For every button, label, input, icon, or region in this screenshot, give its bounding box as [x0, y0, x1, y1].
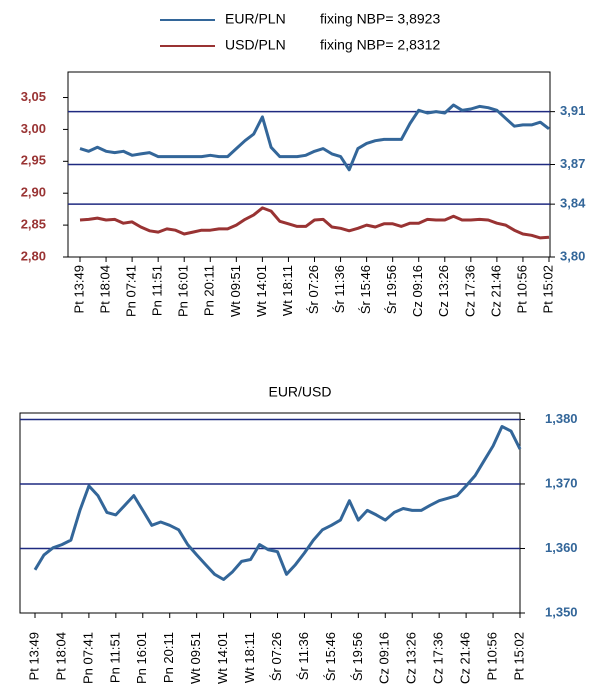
y-tick-label: 2,85 — [21, 217, 46, 232]
x-tick-label: Cz 09:16 — [377, 632, 392, 684]
y-tick-label: 3,05 — [21, 89, 46, 104]
x-tick-label: Pt 10:56 — [484, 632, 499, 680]
x-tick-label: Pt 10:56 — [514, 265, 529, 313]
x-tick-label: Śr 07:26 — [306, 265, 321, 314]
x-tick-label: Cz 17:36 — [431, 632, 446, 684]
series-line — [79, 206, 550, 240]
x-tick-label: Pt 18:04 — [97, 265, 112, 313]
x-tick-label: Wt 14:01 — [215, 632, 230, 684]
x-tick-label: Cz 09:16 — [410, 265, 425, 317]
x-tick-label: Wt 14:01 — [254, 265, 269, 317]
y-tick-label: 2,80 — [21, 248, 46, 263]
x-tick-label: Pt 13:49 — [26, 632, 41, 680]
y2-tick-label: 1,380 — [545, 411, 578, 426]
legend-fixing: fixing NBP= 2,8312 — [320, 37, 440, 53]
x-tick-label: Cz 13:26 — [404, 632, 419, 684]
y2-tick-label: 1,360 — [545, 540, 578, 555]
x-tick-label: Cz 21:46 — [488, 265, 503, 317]
legend-fixing: fixing NBP= 3,8923 — [320, 11, 440, 27]
x-tick-label: Wt 09:51 — [228, 265, 243, 317]
series-line — [33, 425, 522, 581]
x-tick-label: Śr 07:26 — [269, 632, 284, 681]
x-tick-label: Śr 11:36 — [296, 632, 311, 680]
series-line — [79, 103, 550, 172]
y2-tick-label: 3,80 — [560, 248, 585, 263]
y-tick-label: 2,95 — [21, 153, 46, 168]
chart-title: EUR/USD — [268, 384, 331, 400]
legend-label: USD/PLN — [225, 37, 286, 53]
y2-tick-label: 3,84 — [560, 196, 586, 211]
x-tick-label: Pn 07:41 — [124, 265, 139, 317]
x-tick-label: Pn 16:01 — [134, 632, 149, 684]
x-tick-label: Śr 19:56 — [350, 632, 365, 681]
x-tick-label: Wt 18:11 — [242, 632, 257, 683]
x-tick-label: Pn 07:41 — [80, 632, 95, 684]
x-tick-label: Wt 18:11 — [280, 265, 295, 316]
x-tick-label: Śr 15:46 — [323, 632, 338, 681]
y2-tick-label: 3,91 — [560, 103, 585, 118]
x-tick-label: Pn 11:51 — [107, 632, 122, 683]
x-tick-label: Pn 20:11 — [161, 632, 176, 683]
x-tick-label: Cz 17:36 — [462, 265, 477, 317]
x-tick-label: Pt 15:02 — [511, 632, 526, 680]
x-tick-label: Cz 21:46 — [458, 632, 473, 684]
x-tick-label: Śr 11:36 — [332, 265, 347, 313]
y2-tick-label: 1,350 — [545, 604, 578, 619]
x-tick-label: Pt 15:02 — [540, 265, 555, 313]
x-tick-label: Pt 18:04 — [53, 632, 68, 680]
x-tick-label: Pn 11:51 — [150, 265, 165, 316]
x-tick-label: Wt 09:51 — [188, 632, 203, 684]
y2-tick-label: 3,87 — [560, 156, 585, 171]
x-tick-label: Śr 19:56 — [384, 265, 399, 314]
plot-frame — [19, 412, 521, 614]
legend-label: EUR/PLN — [225, 11, 286, 27]
y-tick-label: 3,00 — [21, 121, 46, 136]
y2-tick-label: 1,370 — [545, 475, 578, 490]
x-tick-label: Pn 20:11 — [202, 265, 217, 316]
y-tick-label: 2,90 — [21, 185, 46, 200]
x-tick-label: Cz 13:26 — [436, 265, 451, 317]
x-tick-label: Pt 13:49 — [71, 265, 86, 313]
x-tick-label: Pn 16:01 — [176, 265, 191, 317]
x-tick-label: Śr 15:46 — [358, 265, 373, 314]
